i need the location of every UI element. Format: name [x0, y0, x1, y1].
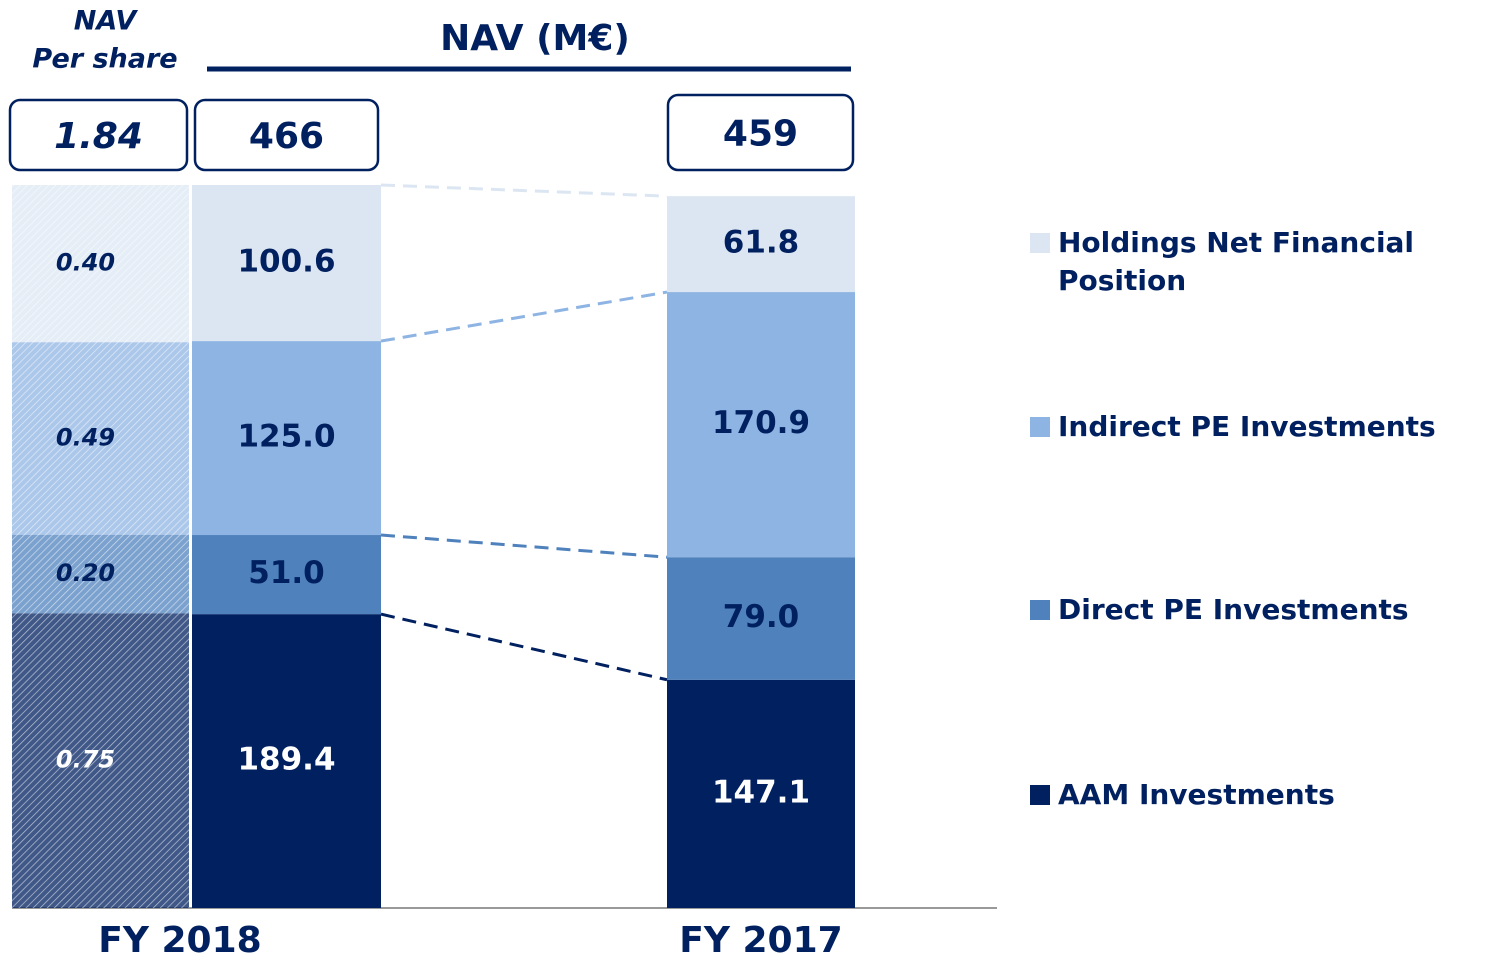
per-share-title: NAV	[74, 6, 139, 37]
legend-entry: Direct PE Investments	[1030, 591, 1500, 629]
bar-segment	[192, 341, 381, 536]
total-label: 466	[249, 116, 324, 157]
bar-segment	[667, 679, 855, 908]
bar-segment	[667, 292, 855, 558]
data-label: 100.6	[237, 244, 335, 280]
x-tick-label: FY 2018	[98, 920, 261, 961]
bar-segment	[12, 342, 189, 535]
data-label: 0.20	[56, 559, 115, 587]
data-label: 0.75	[56, 746, 115, 774]
legend-swatch	[1030, 785, 1050, 805]
data-label: 51.0	[248, 555, 325, 591]
bar-segment	[12, 613, 189, 908]
bar-segment	[192, 185, 381, 342]
data-label: 189.4	[237, 742, 335, 778]
connector	[380, 290, 668, 343]
legend-label: Direct PE Investments	[1058, 593, 1409, 626]
legend-label: Holdings Net Financial Position	[1058, 226, 1415, 297]
legend-swatch	[1030, 600, 1050, 620]
total-box	[193, 98, 380, 172]
total-label: 1.84	[54, 116, 143, 157]
total-label: 459	[723, 114, 798, 155]
x-tick-label: FY 2017	[679, 920, 842, 961]
legend-label: AAM Investments	[1058, 778, 1335, 811]
bar-segment	[12, 534, 189, 614]
connector	[380, 533, 668, 559]
per-share-title: Per share	[32, 44, 177, 75]
legend-entry: AAM Investments	[1030, 776, 1500, 814]
chart-title: NAV (M€)	[440, 18, 630, 59]
data-label: 125.0	[237, 419, 335, 455]
data-label: 0.49	[56, 423, 115, 451]
connector	[380, 183, 668, 198]
legend-entry: Indirect PE Investments	[1030, 408, 1500, 446]
bar-segment	[192, 614, 381, 908]
data-label: 147.1	[712, 774, 810, 810]
bar-segment	[667, 196, 855, 293]
bar-segment	[12, 185, 189, 343]
connector	[380, 612, 668, 682]
data-label: 0.40	[56, 249, 115, 277]
bar-segment	[667, 557, 855, 680]
bar-segment	[192, 535, 381, 615]
legend-swatch	[1030, 233, 1050, 253]
total-box	[8, 98, 189, 172]
data-label: 61.8	[723, 225, 800, 261]
total-box	[666, 93, 855, 172]
data-label: 79.0	[723, 599, 800, 635]
data-label: 170.9	[712, 405, 810, 441]
legend-label: Indirect PE Investments	[1058, 410, 1436, 443]
legend-entry: Holdings Net Financial Position	[1030, 224, 1500, 300]
legend-swatch	[1030, 417, 1050, 437]
